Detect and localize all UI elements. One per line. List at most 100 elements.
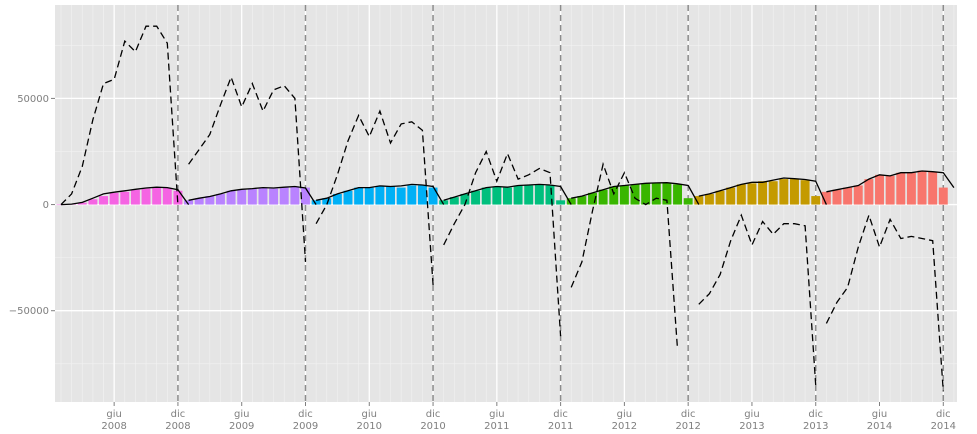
bar (375, 186, 385, 205)
bar (237, 189, 247, 205)
bar (928, 171, 938, 205)
bar (790, 179, 799, 205)
bar (247, 188, 257, 205)
dashed-line-2009 (188, 75, 307, 262)
bar (141, 188, 151, 205)
bar (651, 183, 661, 205)
x-axis: giu2008dic2008giu2009dic2009giu2010dic20… (101, 402, 956, 432)
x-tick-label-year: 2011 (484, 421, 509, 432)
y-axis: 50000 0 −50000 (9, 94, 55, 317)
bar-series-2012 (566, 183, 693, 205)
bar (343, 190, 353, 205)
bar (853, 185, 863, 205)
bar (152, 187, 162, 205)
bar (694, 196, 704, 205)
x-tick-label-year: 2009 (293, 421, 318, 432)
bar (736, 184, 746, 205)
y-tick-label: −50000 (9, 306, 49, 317)
bar (130, 189, 140, 205)
bar (226, 190, 236, 205)
bar (279, 187, 289, 205)
solid-line-2014 (826, 170, 955, 193)
bar (832, 189, 842, 205)
x-tick-label-month: giu (106, 409, 121, 420)
bar (619, 185, 629, 205)
bar (449, 197, 459, 205)
x-tick-label-month: giu (489, 409, 504, 420)
bar (301, 187, 310, 205)
x-tick-label-month: dic (171, 409, 186, 420)
bar (906, 172, 916, 205)
bar (800, 180, 810, 205)
bar (417, 185, 427, 205)
bar (109, 192, 119, 205)
bar (311, 200, 321, 205)
solid-line-2010 (315, 183, 445, 205)
x-tick-label-year: 2012 (675, 421, 700, 432)
bar (77, 202, 87, 205)
bar (534, 184, 544, 205)
bar (205, 196, 215, 205)
dashed-lines (60, 25, 944, 392)
x-tick-label-year: 2011 (548, 421, 573, 432)
x-tick-label-year: 2008 (165, 421, 190, 432)
bar-series (56, 170, 948, 206)
bar (896, 172, 906, 205)
bar-series-2014 (821, 170, 948, 205)
bar-series-2011 (439, 184, 566, 205)
bar (120, 191, 130, 205)
bar (162, 188, 172, 205)
bar-series-2009 (184, 186, 310, 205)
y-tick-label: 50000 (17, 94, 49, 105)
bar (917, 170, 927, 205)
bar (354, 187, 364, 205)
x-tick-label-year: 2013 (803, 421, 828, 432)
bar (577, 196, 587, 205)
bar (460, 193, 470, 205)
bar (364, 187, 374, 205)
bar (407, 185, 417, 205)
bar (566, 198, 576, 205)
bar (184, 200, 194, 205)
bar (885, 175, 895, 205)
x-tick-label-month: dic (553, 409, 568, 420)
bar (715, 190, 725, 205)
bar-series-2010 (311, 185, 438, 205)
bar (386, 186, 395, 205)
bar (747, 183, 757, 205)
dashed-line-2014 (825, 213, 944, 392)
x-tick-label-year: 2012 (612, 421, 637, 432)
solid-line-2012 (571, 182, 700, 205)
bar (194, 198, 204, 205)
bar (88, 199, 98, 205)
bar (704, 193, 714, 205)
x-tick-label-year: 2008 (101, 421, 126, 432)
bar (524, 185, 534, 205)
dashed-line-2010 (315, 109, 434, 286)
bar (843, 187, 853, 205)
bar (938, 187, 948, 205)
bar (258, 187, 268, 205)
x-tick-label-month: dic (298, 409, 313, 420)
y-tick-label: 0 (43, 200, 49, 211)
bar (779, 179, 789, 205)
bar (758, 181, 768, 205)
x-tick-label-month: giu (362, 409, 377, 420)
bar (726, 187, 736, 205)
bar (556, 200, 566, 205)
bar (471, 190, 481, 205)
dashed-line-2011 (443, 149, 562, 337)
solid-line-2008 (60, 186, 190, 206)
bar (269, 188, 279, 205)
x-tick-label-year: 2010 (357, 421, 382, 432)
bar (99, 196, 108, 205)
bar (545, 185, 555, 205)
bar (875, 174, 884, 205)
bar (683, 198, 693, 205)
x-tick-label-month: dic (936, 409, 951, 420)
bar (609, 186, 619, 205)
solid-line-2013 (698, 177, 827, 205)
bar (513, 185, 523, 205)
x-tick-label-month: giu (744, 409, 759, 420)
